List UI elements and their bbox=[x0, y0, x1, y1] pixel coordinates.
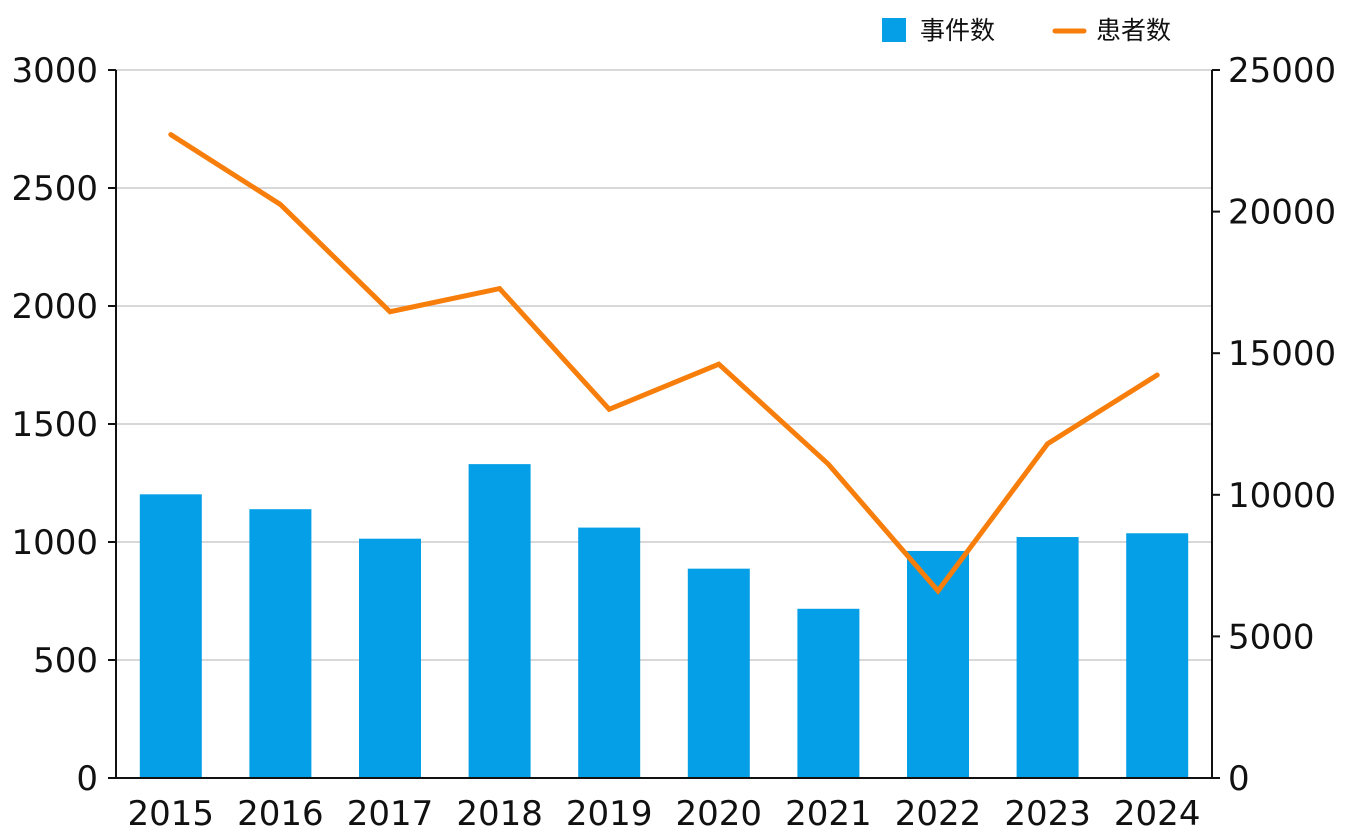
line-series bbox=[168, 132, 1160, 595]
x-axis-ticks: 2015 2016 2017 2018 2019 2020 2021 2022 2023 2024 bbox=[128, 794, 1201, 834]
bar-2018 bbox=[468, 464, 531, 778]
legend: 事件数 患者数 bbox=[882, 16, 1171, 45]
bar-2022 bbox=[907, 550, 969, 778]
legend-label-bar: 事件数 bbox=[920, 16, 995, 45]
x-tick-label: 2019 bbox=[566, 794, 653, 834]
right-tick-label: 15000 bbox=[1228, 334, 1336, 374]
right-tick-label: 0 bbox=[1228, 759, 1250, 799]
left-tick-label: 500 bbox=[33, 641, 98, 681]
bar-2016 bbox=[249, 509, 312, 778]
bar-2019 bbox=[578, 527, 641, 778]
x-tick-label: 2022 bbox=[895, 794, 982, 834]
x-tick-label: 2020 bbox=[676, 794, 763, 834]
left-tick-label: 3000 bbox=[11, 51, 98, 91]
right-tick-label: 20000 bbox=[1228, 193, 1336, 233]
bar-2015 bbox=[139, 494, 202, 778]
x-tick-label: 2018 bbox=[456, 794, 543, 834]
x-tick-label: 2017 bbox=[347, 794, 434, 834]
bar-series bbox=[139, 464, 1189, 778]
x-tick-label: 2024 bbox=[1114, 794, 1201, 834]
right-tick-label: 5000 bbox=[1228, 617, 1315, 657]
left-tick-label: 1000 bbox=[11, 523, 98, 563]
legend-swatch-bar bbox=[882, 18, 906, 42]
left-tick-label: 2000 bbox=[11, 287, 98, 327]
bar-2017 bbox=[359, 538, 421, 778]
right-axis-ticks: 0 5000 10000 15000 20000 25000 bbox=[1212, 51, 1336, 799]
x-tick-label: 2023 bbox=[1004, 794, 1091, 834]
bar-2023 bbox=[1016, 537, 1079, 778]
bar-2024 bbox=[1126, 533, 1189, 778]
left-tick-label: 2500 bbox=[11, 169, 98, 209]
left-axis-ticks: 0 500 1000 1500 2000 2500 3000 bbox=[11, 51, 116, 799]
right-tick-label: 25000 bbox=[1228, 51, 1336, 91]
bar-2021 bbox=[797, 608, 860, 778]
x-tick-label: 2021 bbox=[785, 794, 872, 834]
left-tick-label: 1500 bbox=[11, 405, 98, 445]
right-tick-label: 10000 bbox=[1228, 476, 1336, 516]
left-tick-label: 0 bbox=[76, 759, 98, 799]
x-tick-label: 2015 bbox=[128, 794, 215, 834]
bar-2020 bbox=[687, 568, 750, 778]
x-tick-label: 2016 bbox=[237, 794, 324, 834]
patients-line bbox=[168, 132, 1160, 595]
legend-label-line: 患者数 bbox=[1096, 16, 1171, 45]
